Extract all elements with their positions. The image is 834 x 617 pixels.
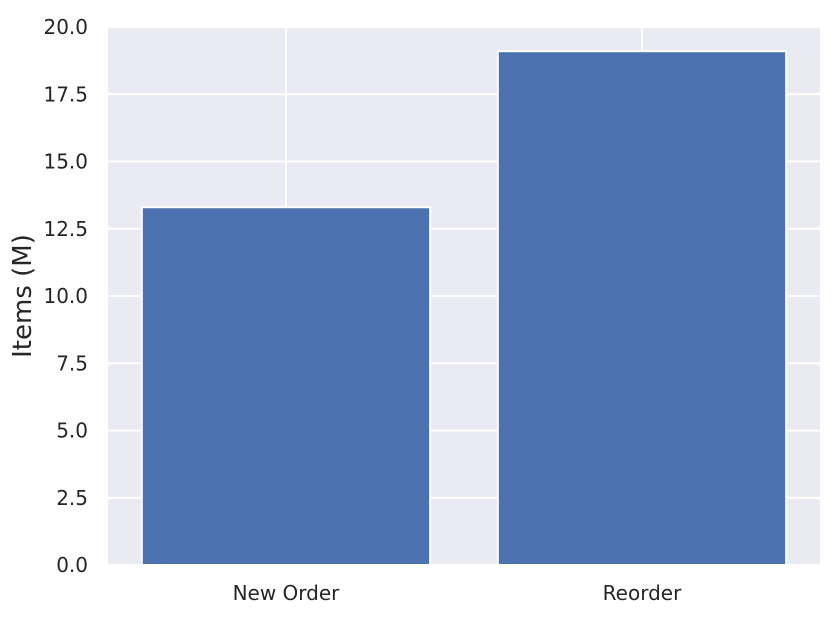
y-axis-ticks: 0.0 2.5 5.0 7.5 10.0 12.5 15.0 17.5 20.0 xyxy=(43,15,88,577)
y-tick-label: 5.0 xyxy=(56,419,88,443)
y-axis-label: Items (M) xyxy=(8,234,38,358)
x-tick-label: New Order xyxy=(233,581,341,605)
y-tick-label: 12.5 xyxy=(43,217,88,241)
y-tick-label: 2.5 xyxy=(56,486,88,510)
y-tick-label: 0.0 xyxy=(56,553,88,577)
y-tick-label: 10.0 xyxy=(43,284,88,308)
x-tick-label: Reorder xyxy=(603,581,682,605)
bar-reorder xyxy=(496,50,788,566)
y-tick-label: 7.5 xyxy=(56,351,88,375)
y-tick-label: 15.0 xyxy=(43,150,88,174)
bars xyxy=(140,50,788,566)
y-tick-label: 17.5 xyxy=(43,82,88,106)
y-tick-label: 20.0 xyxy=(43,15,88,39)
bar-new-order xyxy=(140,206,432,566)
x-axis-ticks: New Order Reorder xyxy=(233,581,683,605)
